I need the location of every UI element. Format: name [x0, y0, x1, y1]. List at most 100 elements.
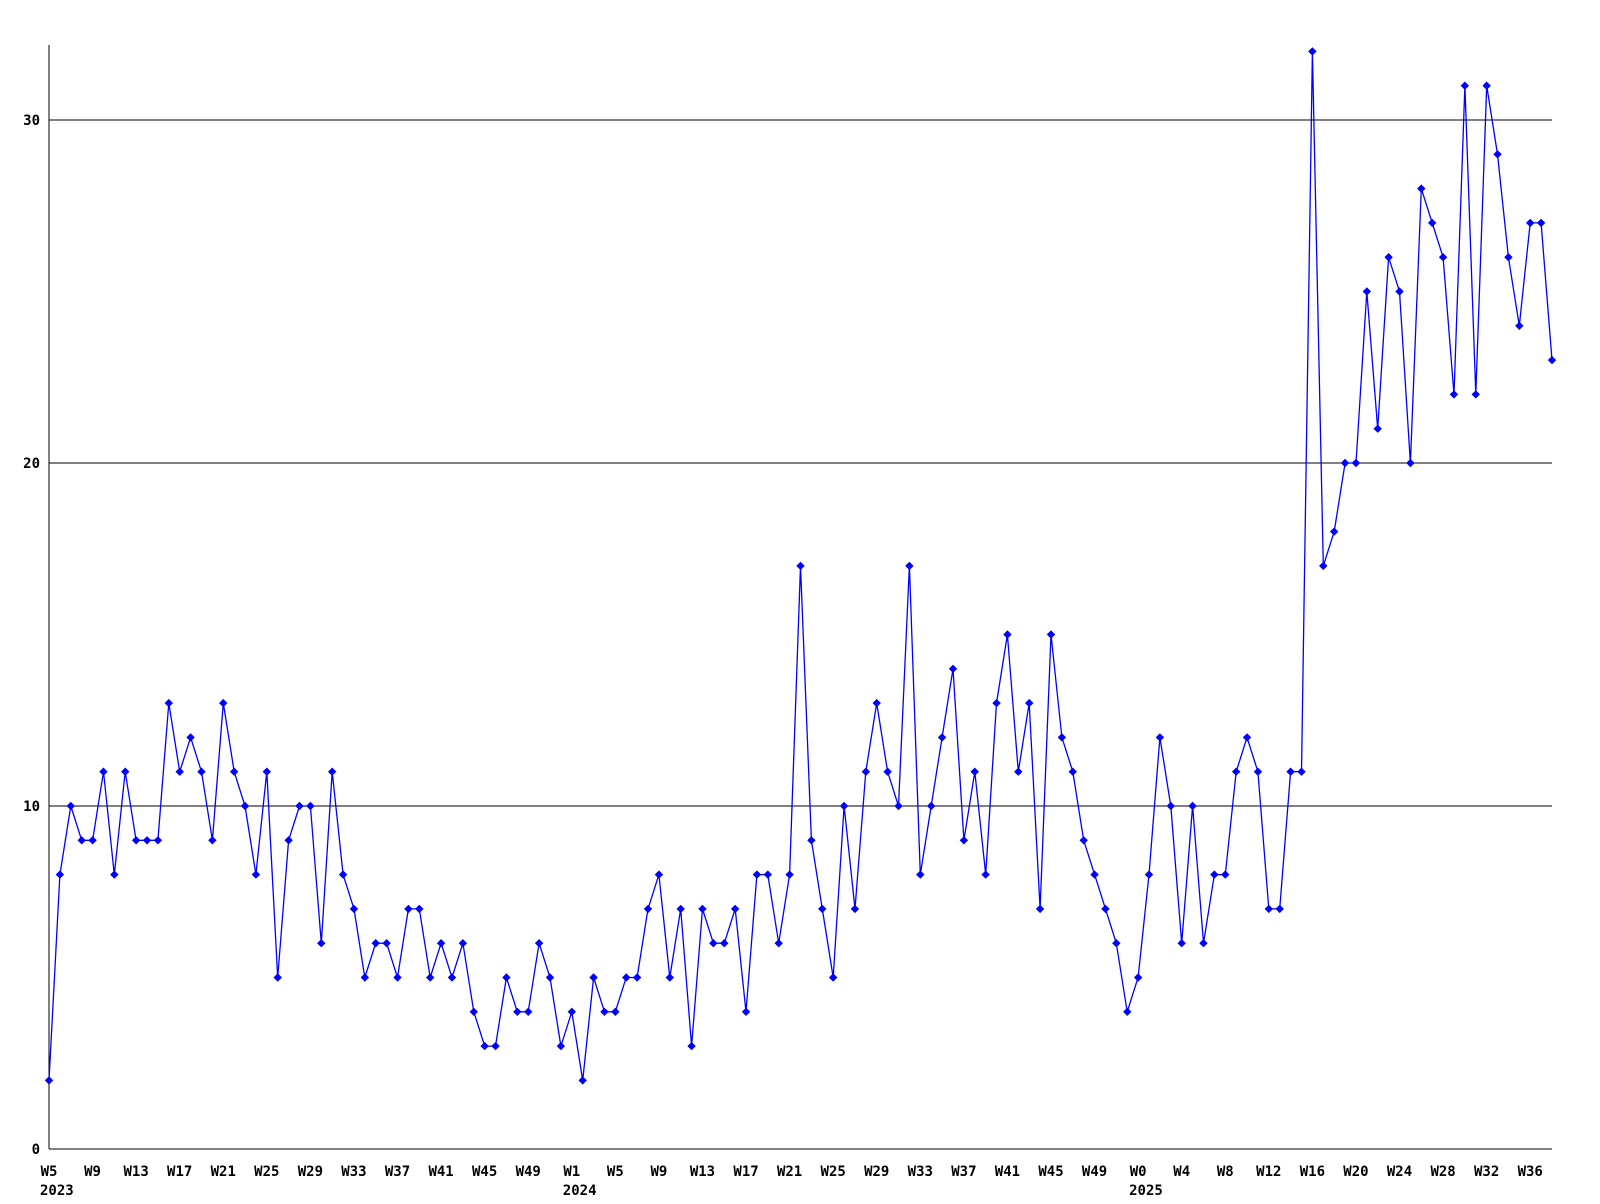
- data-point-marker: [425, 973, 435, 982]
- data-point-marker: [306, 801, 315, 811]
- x-tick-label: W21: [777, 1164, 802, 1180]
- data-point-marker: [121, 767, 130, 776]
- data-point-marker: [513, 1007, 522, 1017]
- data-point-marker: [916, 870, 925, 879]
- x-tick-label: W13: [123, 1164, 148, 1180]
- year-labels: 2023 2024 2025: [40, 1183, 1163, 1199]
- data-point-marker: [1373, 424, 1382, 433]
- gridlines: [49, 119, 1552, 807]
- data-point-marker: [1427, 218, 1437, 228]
- data-point-marker: [175, 767, 184, 776]
- x-tick-label: W9: [84, 1164, 101, 1180]
- x-tick-label: W0: [1130, 1164, 1147, 1180]
- data-point-marker: [393, 973, 402, 982]
- data-point-marker: [534, 938, 544, 948]
- data-point-marker: [1079, 836, 1088, 845]
- data-point-marker: [720, 938, 729, 948]
- data-point-marker: [937, 733, 947, 742]
- data-point-marker: [752, 870, 762, 879]
- data-point-marker: [905, 561, 914, 571]
- data-point-marker: [600, 1007, 609, 1017]
- data-point-marker: [926, 801, 936, 811]
- data-point-marker: [77, 836, 86, 845]
- x-tick-label: W29: [864, 1164, 889, 1180]
- data-point-marker: [317, 938, 326, 948]
- data-point-marker: [1231, 767, 1241, 776]
- data-point-marker: [338, 870, 348, 879]
- data-point-marker: [1003, 630, 1012, 639]
- x-tick-label: W5: [607, 1164, 624, 1180]
- data-point-marker: [611, 1007, 620, 1017]
- data-point-marker: [643, 904, 653, 914]
- data-point-marker: [1297, 767, 1306, 776]
- x-tick-label: W20: [1343, 1164, 1368, 1180]
- data-point-marker: [545, 973, 555, 982]
- x-tick-label: W4: [1173, 1164, 1190, 1180]
- data-point-marker: [763, 870, 773, 879]
- data-point-marker: [1014, 767, 1023, 776]
- x-tick-label: W36: [1518, 1164, 1543, 1180]
- x-tick-label: W21: [211, 1164, 236, 1180]
- data-point-marker: [164, 698, 174, 708]
- data-point-marker: [818, 904, 827, 914]
- data-point-marker: [1406, 458, 1415, 468]
- data-point-marker: [1275, 904, 1284, 914]
- data-point-marker: [1221, 870, 1230, 879]
- data-point-marker: [436, 938, 446, 948]
- data-point-marker: [807, 836, 816, 845]
- data-point-marker: [1395, 287, 1404, 296]
- data-point-marker: [1133, 973, 1143, 982]
- data-point-marker: [360, 973, 370, 982]
- data-point-marker: [676, 904, 685, 914]
- data-point-marker: [251, 870, 261, 879]
- data-point-marker: [1166, 801, 1176, 811]
- data-point-marker: [1123, 1007, 1132, 1017]
- year-label: 2023: [40, 1183, 74, 1199]
- data-point-marker: [469, 1007, 478, 1017]
- data-point-marker: [981, 870, 990, 879]
- data-point-marker: [741, 1007, 751, 1017]
- data-point-marker: [458, 938, 468, 948]
- data-point-marker: [284, 836, 293, 845]
- x-tick-label: W24: [1387, 1164, 1412, 1180]
- data-point-marker: [1242, 733, 1252, 742]
- x-tick-label: W9: [650, 1164, 667, 1180]
- data-point-marker: [1460, 81, 1470, 90]
- data-point-marker: [622, 973, 631, 982]
- data-point-marker: [208, 836, 217, 845]
- data-point-marker: [589, 973, 598, 982]
- data-point-marker: [1449, 390, 1459, 399]
- year-label: 2025: [1129, 1183, 1163, 1199]
- data-point-marker: [1438, 252, 1448, 262]
- data-point-marker: [1471, 390, 1480, 399]
- data-point-marker: [1536, 218, 1546, 228]
- data-point-marker: [131, 836, 141, 845]
- data-point-marker: [632, 973, 642, 982]
- data-point-marker: [1308, 47, 1317, 56]
- data-point-marker: [1035, 904, 1045, 914]
- data-point-marker: [55, 870, 65, 879]
- x-tick-label: W12: [1256, 1164, 1281, 1180]
- x-tick-label: W16: [1300, 1164, 1325, 1180]
- x-tick-label: W17: [167, 1164, 192, 1180]
- data-point-marker: [654, 870, 664, 879]
- data-point-marker: [1112, 938, 1121, 948]
- data-point-marker: [447, 973, 457, 982]
- x-tick-label: W37: [385, 1164, 410, 1180]
- data-point-marker: [1025, 698, 1034, 708]
- data-point-marker: [1253, 767, 1263, 776]
- data-point-marker: [839, 801, 849, 811]
- data-point-marker: [1286, 767, 1295, 776]
- y-axis-labels: 0 10 20 30: [23, 113, 40, 1158]
- data-point-marker: [774, 938, 783, 948]
- data-point-marker: [88, 836, 97, 845]
- x-tick-label: W33: [908, 1164, 933, 1180]
- x-tick-label: W33: [341, 1164, 366, 1180]
- x-axis-labels: W5 W9 W13 W17 W21 W25 W29 W33 W37 W41 W45 W49 W1 W5 W9…: [41, 1164, 1543, 1180]
- x-tick-label: W29: [298, 1164, 323, 1180]
- data-point-marker: [1057, 733, 1067, 742]
- data-point-marker: [349, 904, 359, 914]
- data-point-marker: [1210, 870, 1219, 879]
